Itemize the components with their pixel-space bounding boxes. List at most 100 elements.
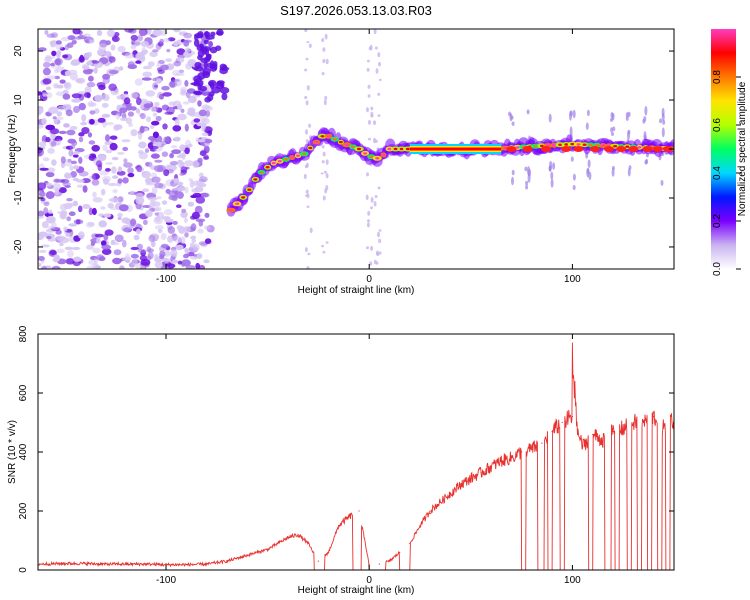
noise-blob xyxy=(39,191,46,197)
ridge-core xyxy=(582,143,587,146)
noise-blob xyxy=(38,146,43,154)
ridge-core xyxy=(265,166,270,169)
noise-blob xyxy=(56,116,64,121)
noise-blob xyxy=(125,253,130,260)
noise-blob xyxy=(208,41,214,48)
noise-blob xyxy=(182,226,191,233)
noise-blob xyxy=(86,265,97,269)
noise-blob xyxy=(548,165,552,172)
noise-blob xyxy=(38,262,42,267)
ridge-core xyxy=(332,138,337,141)
noise-blob xyxy=(194,61,202,69)
noise-blob xyxy=(54,75,60,80)
noise-blob xyxy=(51,50,57,57)
x-tick-label: 100 xyxy=(564,575,581,586)
noise-blob xyxy=(77,205,83,213)
noise-blob xyxy=(88,259,97,266)
noise-blob xyxy=(144,148,150,153)
colorbar-tick-label: 0.0 xyxy=(712,262,723,276)
noise-blob xyxy=(305,139,309,144)
noise-blob xyxy=(41,265,47,269)
noise-blob xyxy=(191,188,199,193)
noise-blob xyxy=(117,178,123,184)
ridge-core xyxy=(247,188,252,191)
snr-data-point xyxy=(399,551,401,553)
noise-blob xyxy=(145,177,154,184)
noise-blob xyxy=(111,242,120,246)
noise-blob xyxy=(167,226,175,234)
y-tick-label: 600 xyxy=(18,384,29,401)
ridge-core xyxy=(600,144,605,147)
noise-blob xyxy=(127,172,135,178)
snr-data-point xyxy=(460,483,462,485)
noise-blob xyxy=(173,41,179,47)
noise-blob xyxy=(373,201,377,207)
noise-blob xyxy=(378,61,381,67)
noise-blob xyxy=(38,91,43,96)
noise-blob xyxy=(181,259,191,267)
noise-blob xyxy=(149,124,155,129)
noise-blob xyxy=(628,165,632,171)
noise-blob xyxy=(108,69,119,75)
snr-data-point xyxy=(256,551,259,553)
ridge-core xyxy=(405,147,410,151)
noise-blob xyxy=(173,136,181,142)
snr-data-point xyxy=(541,442,543,444)
noise-blob xyxy=(569,110,573,117)
noise-blob xyxy=(49,250,57,256)
snr-data-point xyxy=(602,439,604,441)
noise-blob xyxy=(65,246,73,250)
noise-blob xyxy=(44,30,49,35)
noise-blob xyxy=(66,129,76,136)
noise-blob xyxy=(46,215,56,224)
noise-blob xyxy=(159,38,165,44)
noise-blob xyxy=(157,228,163,234)
noise-blob xyxy=(54,57,63,66)
noise-blob xyxy=(140,258,151,266)
ridge-hotspot xyxy=(604,146,614,152)
noise-blob xyxy=(154,212,159,216)
colorbar-tick-label: 0.6 xyxy=(712,118,723,132)
noise-blob xyxy=(78,231,85,239)
noise-blob xyxy=(90,241,95,247)
noise-blob xyxy=(99,170,109,176)
noise-blob xyxy=(174,118,180,126)
noise-blob xyxy=(586,109,590,117)
noise-blob xyxy=(611,168,615,177)
noise-blob xyxy=(526,109,530,115)
noise-blob xyxy=(141,171,147,176)
noise-blob xyxy=(184,123,189,132)
noise-blob xyxy=(101,102,109,108)
noise-blob xyxy=(59,79,66,84)
noise-blob xyxy=(38,231,48,238)
noise-blob xyxy=(97,117,106,123)
noise-blob xyxy=(71,98,81,103)
noise-blob xyxy=(87,39,95,44)
ridge-core xyxy=(552,144,557,147)
snr-data-point xyxy=(551,430,553,432)
noise-blob xyxy=(180,86,187,93)
noise-blob xyxy=(91,60,100,64)
noise-blob xyxy=(111,166,117,174)
noise-blob xyxy=(55,40,62,45)
noise-blob xyxy=(82,33,91,38)
noise-blob xyxy=(184,248,189,253)
noise-blob xyxy=(325,159,329,165)
noise-blob xyxy=(162,123,168,130)
noise-blob xyxy=(322,250,326,254)
noise-blob xyxy=(510,115,514,120)
noise-blob xyxy=(94,108,100,114)
noise-blob xyxy=(38,249,47,253)
noise-blob xyxy=(205,34,215,40)
ridge-hotspot xyxy=(662,146,673,152)
noise-blob xyxy=(135,60,142,64)
ridge-core xyxy=(381,153,386,157)
noise-blob xyxy=(625,116,629,121)
noise-blob xyxy=(45,124,55,131)
noise-blob xyxy=(98,43,108,48)
ridge-core xyxy=(351,145,355,149)
noise-blob xyxy=(113,124,120,131)
ridge-core xyxy=(375,157,380,160)
noise-blob xyxy=(124,29,134,33)
